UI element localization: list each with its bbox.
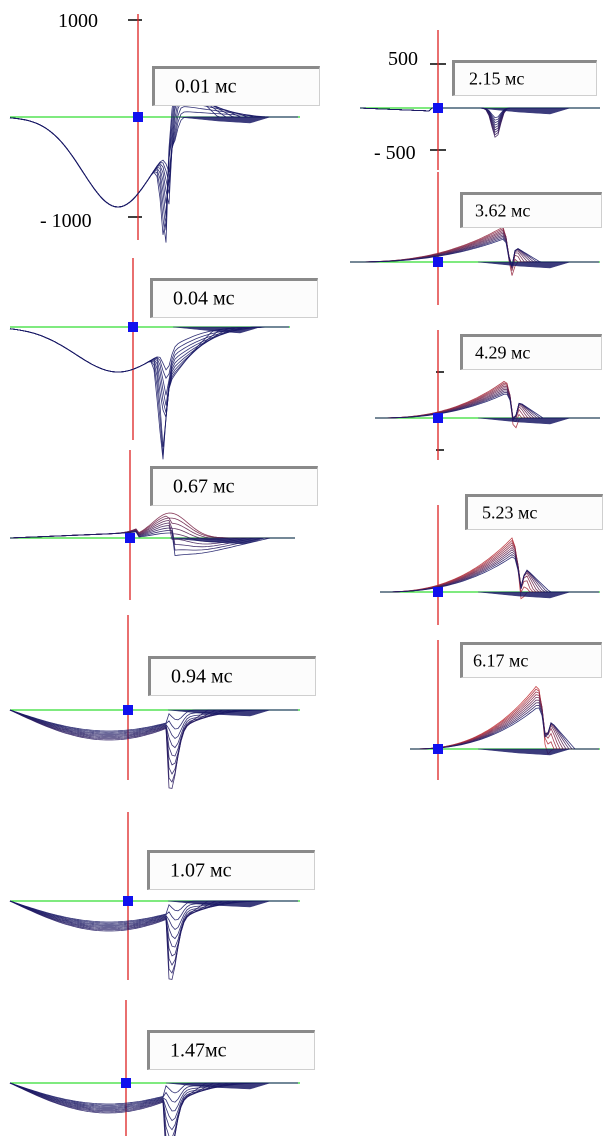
marker-panel-2 <box>128 322 138 332</box>
mesh-curve-panel-7 <box>359 107 600 124</box>
time-label-panel-2: 0.04 мс <box>150 278 318 318</box>
marker-panel-4 <box>123 705 133 715</box>
mesh-curve-panel-7 <box>359 107 600 126</box>
mesh-curve-panel-9 <box>375 380 600 429</box>
right-axis-bottom-label: - 500 <box>374 142 416 164</box>
mesh-curve-panel-1 <box>9 87 298 231</box>
mesh-curve-panel-7 <box>359 107 600 138</box>
mesh-tail-panel-11 <box>477 748 571 756</box>
mesh-curve-panel-5 <box>9 900 298 957</box>
mesh-curve-panel-1 <box>9 96 298 208</box>
time-label-panel-8: 3.62 мс <box>460 192 602 228</box>
time-label-panel-10: 5.23 мс <box>465 494 603 530</box>
time-label-panel-1: 0.01 мс <box>152 66 320 106</box>
left-axis-top-label: 1000 <box>58 10 98 32</box>
mesh-curve-panel-6 <box>9 1082 298 1136</box>
mesh-curve-panel-7 <box>359 107 600 129</box>
mesh-tail-panel-8 <box>477 261 571 269</box>
right-axis-top-label: 500 <box>388 48 418 70</box>
mesh-curve-panel-9 <box>375 382 600 423</box>
mesh-curve-panel-2 <box>9 326 289 373</box>
mesh-tail-panel-2 <box>172 326 261 334</box>
mesh-curve-panel-1 <box>9 116 298 208</box>
mesh-curve-panel-6 <box>9 1082 298 1136</box>
mesh-curve-panel-7 <box>359 107 600 133</box>
time-label-panel-6: 1.47мс <box>147 1030 315 1070</box>
mesh-curve-panel-2 <box>9 326 289 447</box>
mesh-curve-panel-1 <box>9 111 298 208</box>
marker-panel-10 <box>433 587 443 597</box>
mesh-tail-panel-3 <box>169 537 266 545</box>
mesh-curve-panel-9 <box>375 388 600 420</box>
marker-panel-6 <box>121 1078 131 1088</box>
time-label-panel-3: 0.67 мс <box>150 466 318 506</box>
mesh-curve-panel-4 <box>9 709 298 789</box>
mesh-tail-panel-4 <box>167 709 271 717</box>
time-label-panel-4: 0.94 мс <box>148 656 316 696</box>
mesh-curve-panel-6 <box>9 1082 298 1131</box>
mesh-curve-panel-2 <box>9 326 289 406</box>
mesh-curve-panel-4 <box>9 709 298 775</box>
marker-panel-8 <box>433 257 443 267</box>
mesh-curve-panel-3 <box>9 531 295 557</box>
marker-panel-9 <box>433 413 443 423</box>
time-label-panel-9: 4.29 мс <box>460 334 602 370</box>
mesh-curve-panel-4 <box>9 709 298 766</box>
mesh-curve-panel-10 <box>380 554 599 593</box>
mesh-curve-panel-9 <box>375 385 600 419</box>
marker-panel-11 <box>433 744 443 754</box>
mesh-curve-panel-7 <box>359 107 600 136</box>
mesh-curve-panel-4 <box>9 709 298 783</box>
mesh-tail-panel-9 <box>477 417 571 425</box>
time-label-panel-5: 1.07 мс <box>147 850 315 890</box>
time-label-panel-7: 2.15 мс <box>452 60 597 96</box>
marker-panel-7 <box>433 103 443 113</box>
mesh-curve-panel-2 <box>9 326 289 380</box>
mesh-tail-panel-7 <box>477 107 571 115</box>
mesh-curve-panel-6 <box>9 1082 298 1136</box>
mesh-tail-panel-6 <box>165 1082 271 1090</box>
marker-panel-3 <box>125 533 135 543</box>
mesh-curve-panel-5 <box>9 900 298 974</box>
mesh-tail-panel-5 <box>167 900 271 908</box>
mesh-curve-panel-7 <box>359 107 600 131</box>
marker-panel-1 <box>133 112 143 122</box>
mesh-curve-panel-5 <box>9 900 298 966</box>
mesh-curve-panel-8 <box>350 226 599 276</box>
mesh-curve-panel-5 <box>9 900 298 980</box>
mesh-curve-panel-10 <box>380 549 599 593</box>
mesh-curve-panel-10 <box>380 539 599 594</box>
mesh-curve-panel-9 <box>375 384 600 420</box>
mesh-curve-panel-2 <box>9 326 289 456</box>
mesh-curve-panel-2 <box>9 326 289 460</box>
mesh-tail-panel-10 <box>477 591 571 599</box>
marker-panel-5 <box>123 896 133 906</box>
mesh-tail-panel-1 <box>177 116 271 124</box>
left-axis-bottom-label: - 1000 <box>40 210 92 232</box>
mesh-curve-panel-6 <box>9 1082 298 1136</box>
time-label-panel-11: 6.17 мс <box>460 642 602 678</box>
mesh-curve-panel-1 <box>9 91 298 217</box>
mesh-curve-panel-2 <box>9 326 289 413</box>
